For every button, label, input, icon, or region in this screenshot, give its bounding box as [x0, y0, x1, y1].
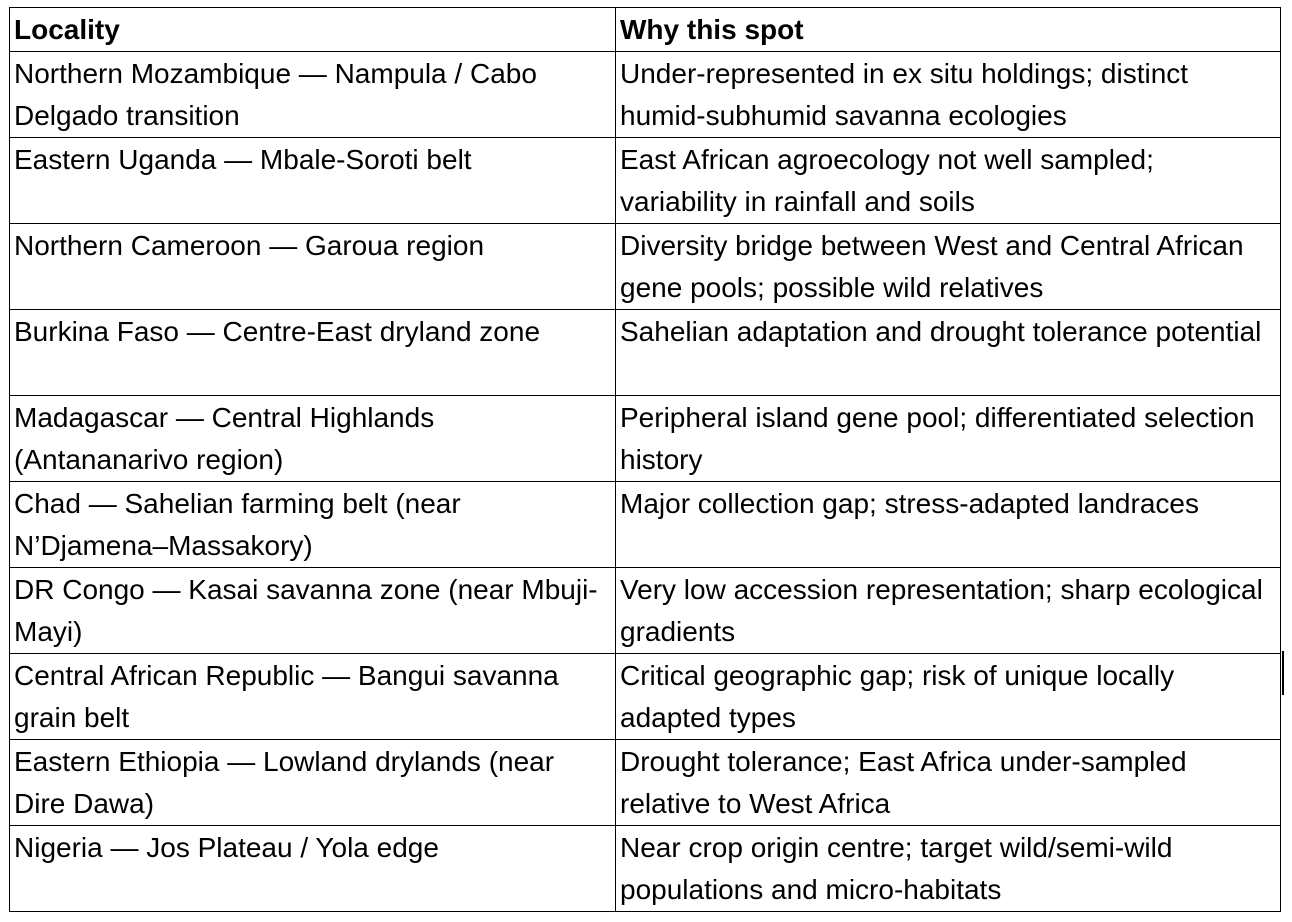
locality-cell: Eastern Uganda — Mbale-Soroti belt: [9, 137, 616, 224]
reason-cell: Major collection gap; stress-adapted lan…: [615, 481, 1281, 568]
locality-cell: Chad — Sahelian farming belt (near N’Dja…: [9, 481, 616, 568]
table-row: Madagascar — Central Highlands (Antanana…: [9, 395, 1281, 482]
text-cursor: [1282, 651, 1284, 695]
locality-cell: Eastern Ethiopia — Lowland drylands (nea…: [9, 739, 616, 826]
table-row: Eastern Uganda — Mbale-Soroti belt East …: [9, 137, 1281, 224]
locality-cell: Burkina Faso — Centre-East dryland zone: [9, 309, 616, 396]
table-row: Chad — Sahelian farming belt (near N’Dja…: [9, 481, 1281, 568]
table-row: Northern Cameroon — Garoua region Divers…: [9, 223, 1281, 310]
reason-cell: Peripheral island gene pool; differentia…: [615, 395, 1281, 482]
reason-cell: Very low accession representation; sharp…: [615, 567, 1281, 654]
reason-cell: Sahelian adaptation and drought toleranc…: [615, 309, 1281, 396]
header-locality: Locality: [9, 7, 616, 52]
table-row: Burkina Faso — Centre-East dryland zone …: [9, 309, 1281, 396]
table-row: Nigeria — Jos Plateau / Yola edge Near c…: [9, 825, 1281, 912]
reason-cell: Diversity bridge between West and Centra…: [615, 223, 1281, 310]
locality-table: Locality Why this spot Northern Mozambiq…: [9, 7, 1281, 912]
reason-cell: East African agroecology not well sample…: [615, 137, 1281, 224]
locality-cell: DR Congo — Kasai savanna zone (near Mbuj…: [9, 567, 616, 654]
locality-cell: Nigeria — Jos Plateau / Yola edge: [9, 825, 616, 912]
header-why-this-spot: Why this spot: [615, 7, 1281, 52]
locality-cell: Central African Republic — Bangui savann…: [9, 653, 616, 740]
reason-cell: Critical geographic gap; risk of unique …: [615, 653, 1281, 740]
table-row: Central African Republic — Bangui savann…: [9, 653, 1281, 740]
table-row: DR Congo — Kasai savanna zone (near Mbuj…: [9, 567, 1281, 654]
header-row: Locality Why this spot: [9, 7, 1281, 52]
table-row: Northern Mozambique — Nampula / Cabo Del…: [9, 51, 1281, 138]
locality-cell: Northern Mozambique — Nampula / Cabo Del…: [9, 51, 616, 138]
reason-cell: Under-represented in ex situ holdings; d…: [615, 51, 1281, 138]
locality-cell: Northern Cameroon — Garoua region: [9, 223, 616, 310]
table-row: Eastern Ethiopia — Lowland drylands (nea…: [9, 739, 1281, 826]
locality-cell: Madagascar — Central Highlands (Antanana…: [9, 395, 616, 482]
reason-cell: Drought tolerance; East Africa under-sam…: [615, 739, 1281, 826]
reason-cell: Near crop origin centre; target wild/sem…: [615, 825, 1281, 912]
